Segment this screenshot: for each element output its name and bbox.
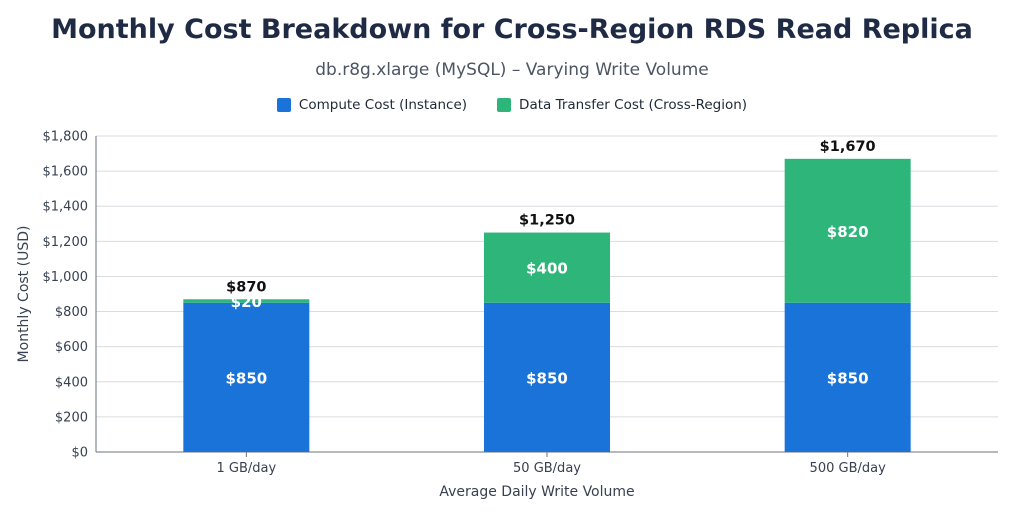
- data-label-transfer: $400: [526, 260, 568, 278]
- data-label-transfer: $20: [231, 293, 262, 311]
- y-tick-label: $1,400: [43, 200, 89, 215]
- legend-label-transfer: Data Transfer Cost (Cross-Region): [519, 97, 748, 113]
- data-label-compute: $850: [225, 369, 267, 387]
- data-label-compute: $850: [526, 369, 568, 387]
- legend-item-compute: Compute Cost (Instance): [276, 97, 468, 113]
- total-label: $1,670: [820, 139, 876, 155]
- x-tick-label: 1 GB/day: [216, 461, 276, 476]
- total-label: $1,250: [519, 213, 575, 229]
- y-tick-label: $1,800: [43, 130, 89, 145]
- y-tick-label: $1,600: [43, 165, 89, 180]
- x-axis-title: Average Daily Write Volume: [439, 484, 634, 500]
- y-tick-label: $600: [55, 340, 88, 355]
- chart-title: Monthly Cost Breakdown for Cross-Region …: [51, 14, 973, 45]
- x-tick-label: 500 GB/day: [810, 461, 887, 476]
- total-label: $870: [226, 279, 266, 295]
- legend-label-compute: Compute Cost (Instance): [298, 97, 468, 113]
- legend: Compute Cost (Instance) Data Transfer Co…: [0, 97, 1024, 113]
- legend-item-transfer: Data Transfer Cost (Cross-Region): [497, 97, 747, 113]
- bar-compute: [183, 302, 310, 452]
- y-tick-label: $200: [55, 410, 88, 425]
- x-tick-label: 50 GB/day: [513, 461, 581, 476]
- y-tick-label: $0: [71, 446, 88, 461]
- bar-transfer: [784, 158, 911, 303]
- bar-compute: [784, 302, 911, 452]
- legend-swatch-transfer: [497, 98, 512, 112]
- y-tick-label: $1,000: [43, 270, 89, 285]
- chart-subtitle: db.r8g.xlarge (MySQL) – Varying Write Vo…: [315, 60, 709, 80]
- legend-swatch-compute: [276, 98, 291, 112]
- y-tick-label: $400: [55, 375, 88, 390]
- data-label-compute: $850: [827, 369, 869, 387]
- bar-transfer: [484, 232, 610, 303]
- y-axis-title: Monthly Cost (USD): [16, 226, 32, 363]
- y-tick-label: $1,200: [43, 235, 89, 250]
- bar-transfer: [183, 299, 310, 303]
- bar-compute: [484, 302, 610, 452]
- y-tick-label: $800: [55, 305, 88, 320]
- data-label-transfer: $820: [827, 223, 869, 241]
